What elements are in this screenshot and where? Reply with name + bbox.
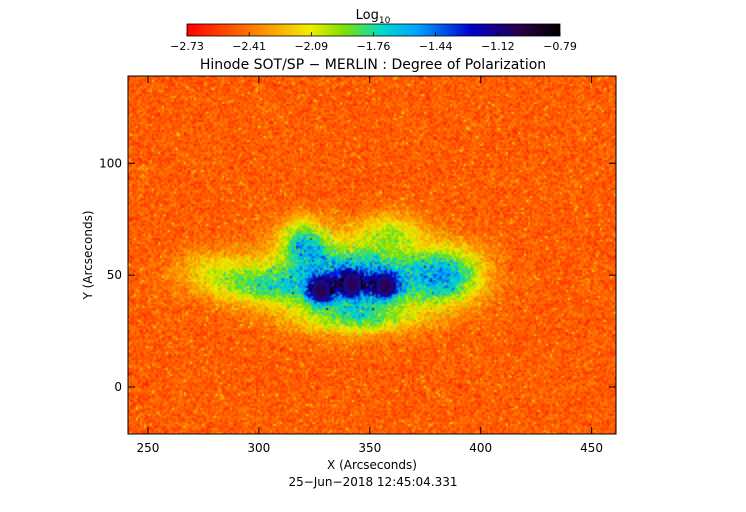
sunspot-umbra-3-core	[380, 280, 391, 293]
sunspot-umbra-2-core	[347, 278, 358, 291]
plot-frame	[127, 75, 617, 435]
sunspot-umbrae	[311, 273, 395, 302]
colorbar-tick-label: −2.41	[232, 40, 266, 53]
x-tick-label: 300	[247, 441, 270, 455]
colorbar-tick-label: −2.73	[170, 40, 204, 53]
polarization-heatmap	[128, 76, 616, 434]
colorbar-label: Log10	[356, 8, 391, 26]
colorbar-tick-label: −2.09	[294, 40, 328, 53]
y-tick-label: 0	[114, 380, 122, 394]
y-tick-label: 100	[99, 156, 122, 170]
colorbar-tick-label: −1.44	[419, 40, 453, 53]
colorbar-ticks: −2.73 −2.41 −2.09 −1.76 −1.44 −1.12 −0.79	[170, 32, 577, 53]
x-tick-label: 400	[469, 441, 492, 455]
axis-ticks: 250 300 350 400 450 0 50 100	[99, 76, 616, 455]
colorbar-tick-label: −0.79	[543, 40, 577, 53]
timestamp: 25−Jun−2018 12:45:04.331	[288, 475, 457, 489]
chart-title: Hinode SOT/SP − MERLIN : Degree of Polar…	[200, 57, 546, 73]
y-tick-label: 50	[107, 268, 122, 282]
y-axis-label: Y (Arcseconds)	[81, 210, 95, 300]
colorbar-tick-label: −1.76	[357, 40, 391, 53]
x-tick-label: 350	[358, 441, 381, 455]
sunspot-umbra-1-core	[315, 284, 326, 297]
x-tick-label: 250	[137, 441, 160, 455]
colorbar-tick-label: −1.12	[481, 40, 515, 53]
x-tick-label: 450	[580, 441, 603, 455]
x-axis-label: X (Arcseconds)	[327, 458, 417, 472]
